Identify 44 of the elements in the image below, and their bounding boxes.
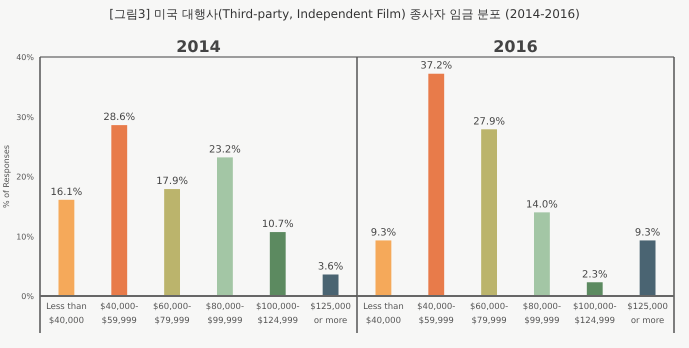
chart-subtitle: 2014 [176, 37, 221, 56]
x-tick-label: $80,000-$99,999 [522, 302, 562, 326]
bar [375, 240, 392, 296]
x-tick-label: $40,000-$59,999 [417, 302, 456, 326]
data-label: 17.9% [156, 176, 188, 188]
data-label: 27.9% [473, 116, 505, 128]
bar [534, 212, 550, 296]
y-tick-label: 10% [16, 232, 34, 242]
data-label: 14.0% [526, 199, 558, 210]
y-tick-label: 40% [16, 53, 34, 62]
bar [58, 200, 74, 296]
data-label: 2.3% [582, 269, 608, 280]
y-tick-label: 20% [16, 172, 34, 182]
bar [270, 232, 286, 296]
x-tick-label: Less than $40,000 [46, 302, 87, 326]
bar [640, 240, 656, 296]
bar [428, 74, 444, 296]
x-tick-label: $60,000-$79,999 [470, 302, 508, 326]
bar [322, 274, 339, 296]
x-tick-label: $60,000-$79,999 [152, 302, 192, 326]
y-tick-label: 0% [21, 292, 34, 301]
x-tick-label: $125,000 or more [627, 302, 668, 326]
x-tick-label: $100,000-$124,999 [256, 302, 300, 326]
data-label: 16.1% [50, 186, 82, 198]
data-label: 28.6% [103, 112, 136, 124]
x-tick-label: $80,000-$99,999 [206, 302, 244, 326]
data-label: 37.2% [420, 60, 452, 72]
data-label: 9.3% [634, 227, 660, 238]
data-label: 23.2% [209, 144, 241, 156]
chart-subtitle: 2016 [493, 37, 538, 56]
y-tick-label: 30% [16, 112, 34, 122]
data-label: 9.3% [370, 227, 396, 238]
x-tick-label: $40,000-$59,999 [100, 302, 138, 326]
data-label: 3.6% [318, 261, 344, 272]
x-tick-label: Less than $40,000 [363, 302, 404, 326]
x-tick-label: $100,000-$124,999 [572, 302, 617, 326]
chart-title: [그림3] 미국 대행사(Third-party, Independent Film) 종사자 임금 분포 (2014-2016) [109, 7, 580, 21]
data-label: 10.7% [262, 219, 294, 230]
y-axis-title: % of Responses [2, 145, 11, 208]
bar [216, 157, 233, 296]
bar [111, 125, 128, 296]
bar [481, 129, 498, 296]
x-tick-label: $125,000 or more [310, 302, 351, 326]
bar [164, 189, 180, 296]
